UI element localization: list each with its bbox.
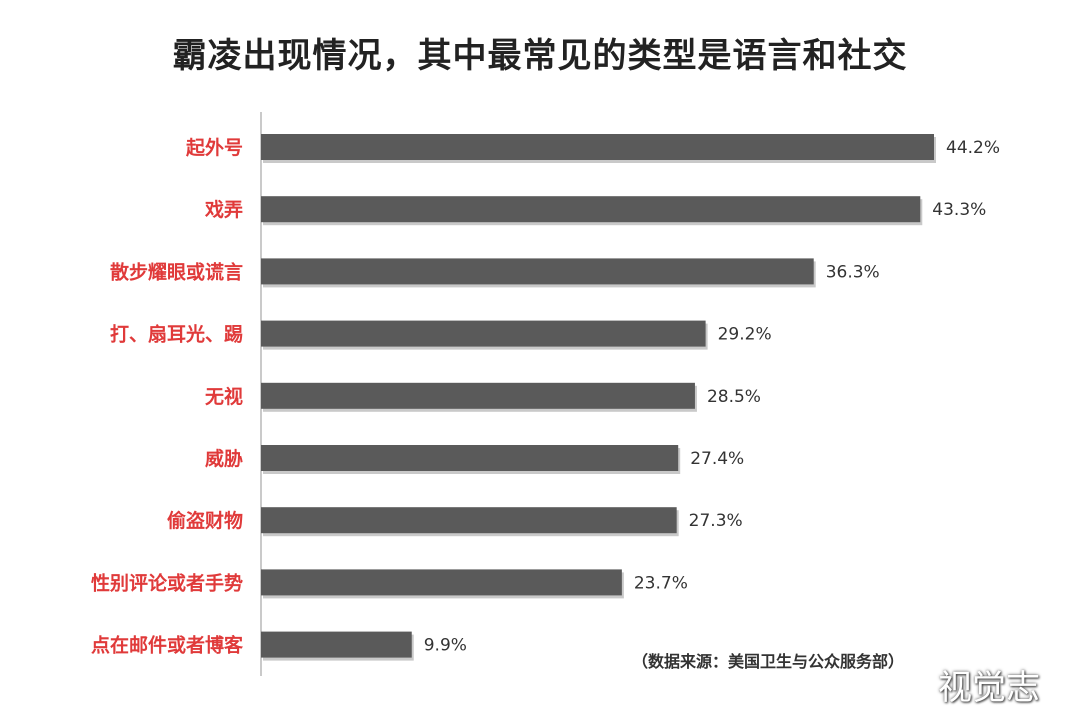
- category-label: 散步耀眼或谎言: [110, 260, 243, 283]
- source-note: （数据来源：美国卫生与公众服务部）: [632, 652, 905, 671]
- category-label: 威胁: [205, 447, 243, 470]
- category-label: 戏弄: [204, 199, 243, 221]
- data-label: 44.2%: [946, 138, 1000, 158]
- data-label: 28.5%: [707, 387, 761, 407]
- watermark: 视觉志: [938, 668, 1040, 708]
- category-label: 性别评论或者手势: [91, 571, 243, 594]
- bar: [261, 134, 934, 160]
- bar: [261, 258, 814, 285]
- data-label: 23.7%: [634, 573, 688, 593]
- data-label: 36.3%: [826, 262, 880, 282]
- data-label: 9.9%: [424, 636, 467, 656]
- category-label: 无视: [205, 385, 243, 408]
- data-label: 27.3%: [689, 511, 743, 531]
- bar: [261, 631, 412, 658]
- bar: [261, 196, 921, 223]
- chart-title: 霸凌出现情况，其中最常见的类型是语言和社交: [172, 36, 908, 76]
- category-label: 打、扇耳光、踢: [110, 323, 243, 346]
- category-label: 点在邮件或者博客: [91, 634, 244, 657]
- bar: [261, 320, 706, 347]
- bar: [261, 569, 622, 596]
- bar: [261, 445, 679, 471]
- bar: [261, 507, 677, 534]
- data-label: 29.2%: [718, 325, 772, 345]
- data-label: 27.4%: [690, 449, 744, 469]
- category-label: 起外号: [185, 136, 243, 159]
- bar: [261, 382, 695, 409]
- data-label: 43.3%: [932, 200, 986, 220]
- category-label: 偷盗财物: [167, 509, 243, 532]
